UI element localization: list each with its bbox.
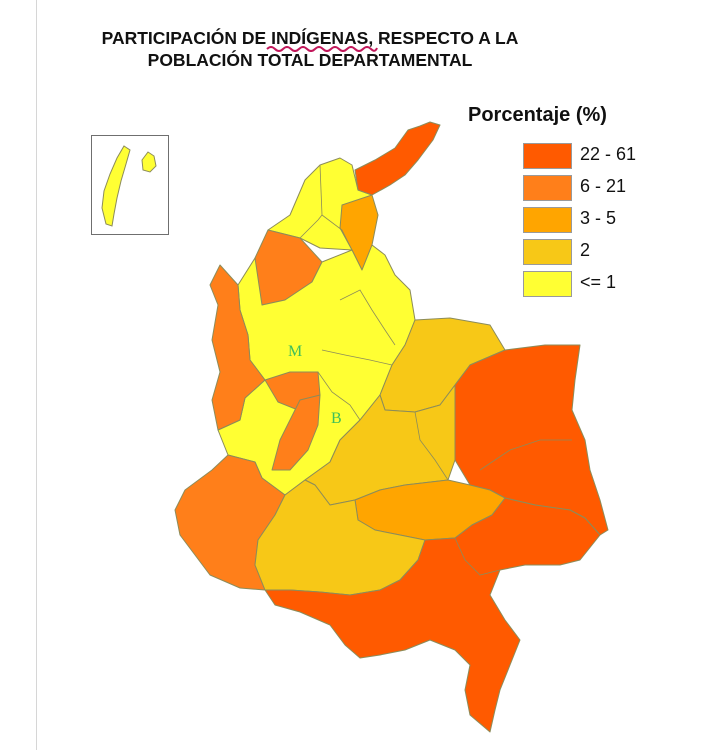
boundary-line: [454, 537, 501, 576]
page-left-rule: [36, 0, 37, 750]
department-choco: [209, 264, 266, 431]
legend-swatch: [523, 207, 572, 233]
boundary-line: [319, 164, 353, 251]
map-label-b: B: [331, 410, 342, 427]
department-tolima: [271, 394, 321, 471]
boundary-line: [339, 289, 396, 346]
spellcheck-underline: [266, 46, 378, 52]
legend-label: 6 - 21: [580, 176, 627, 196]
legend-swatch: [523, 239, 572, 265]
legend-label: 22 - 61: [580, 144, 637, 164]
map-title-line-2: POBLACIÓN TOTAL DEPARTAMENTAL: [147, 50, 473, 70]
boundary-line: [317, 371, 361, 421]
boundary-line: [414, 411, 449, 481]
legend-swatch: [523, 271, 572, 297]
legend-title: Porcentaje (%): [468, 104, 607, 126]
boundary-line: [479, 439, 572, 471]
legend-swatch: [523, 175, 572, 201]
department-la-guajira: [354, 121, 441, 196]
department-amazonas: [264, 497, 601, 733]
boundary-line: [321, 349, 393, 366]
legend-label: 3 - 5: [580, 208, 617, 228]
map-label-m: M: [288, 343, 303, 360]
san-andres-islands: [101, 145, 157, 227]
map-title-line-1: PARTICIPACIÓN DE INDÍGENAS, RESPECTO A L…: [101, 28, 519, 48]
boundary-line: [299, 214, 323, 239]
legend-label: 2: [580, 240, 591, 260]
legend-swatch: [523, 143, 572, 169]
legend-label: <= 1: [580, 272, 617, 292]
san-andres-inset: [91, 135, 169, 235]
